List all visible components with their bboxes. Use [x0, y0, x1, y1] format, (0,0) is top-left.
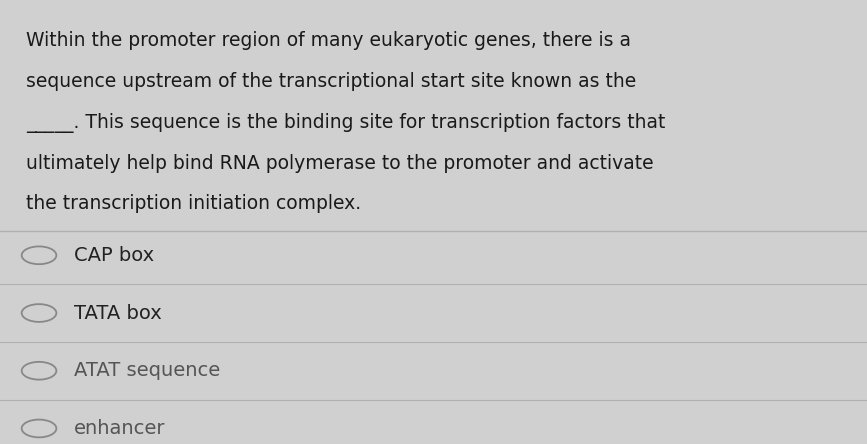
Text: ultimately help bind RNA polymerase to the promoter and activate: ultimately help bind RNA polymerase to t… — [26, 154, 654, 173]
Text: sequence upstream of the transcriptional start site known as the: sequence upstream of the transcriptional… — [26, 72, 636, 91]
Text: Within the promoter region of many eukaryotic genes, there is a: Within the promoter region of many eukar… — [26, 31, 631, 50]
Text: TATA box: TATA box — [74, 304, 161, 322]
Text: _____. This sequence is the binding site for transcription factors that: _____. This sequence is the binding site… — [26, 113, 665, 133]
Text: ATAT sequence: ATAT sequence — [74, 361, 220, 380]
Text: enhancer: enhancer — [74, 419, 166, 438]
Text: CAP box: CAP box — [74, 246, 153, 265]
Text: the transcription initiation complex.: the transcription initiation complex. — [26, 194, 362, 214]
